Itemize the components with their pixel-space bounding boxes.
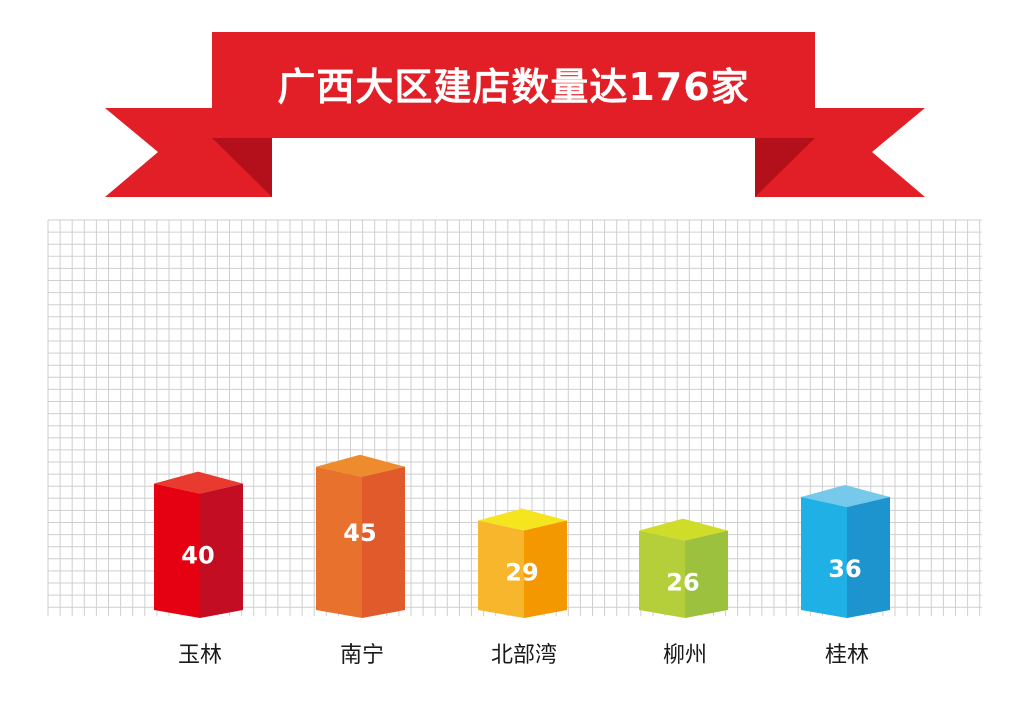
bar-front <box>639 530 685 618</box>
bar-front <box>478 520 524 618</box>
bar-top <box>801 485 890 508</box>
category-label: 桂林 <box>825 643 869 668</box>
title-ribbon <box>105 32 925 197</box>
bar-value-label: 36 <box>828 555 861 583</box>
bar-top <box>154 471 243 494</box>
bar: 45 <box>316 454 405 618</box>
bar-side <box>200 483 243 618</box>
bar-value-label: 40 <box>181 542 214 570</box>
bar-front <box>316 466 362 618</box>
bar-top <box>639 518 728 541</box>
bar-front <box>154 483 200 618</box>
ribbon-right-fold <box>755 138 815 197</box>
bar-side <box>685 530 728 618</box>
category-labels: 玉林 南宁 北部湾 柳州 桂林 <box>178 643 869 668</box>
category-label: 南宁 <box>340 643 384 668</box>
chart-title: 广西大区建店数量达176家 <box>277 64 750 109</box>
bar-value-label: 45 <box>343 519 376 547</box>
bar: 26 <box>639 518 728 618</box>
category-label: 玉林 <box>178 643 222 668</box>
bar-side <box>362 466 405 618</box>
bar-top <box>478 508 567 531</box>
ribbon-left-fold <box>212 138 272 197</box>
bar: 36 <box>801 485 890 618</box>
bar-side <box>524 520 567 618</box>
bar-value-label: 29 <box>505 559 538 587</box>
bar-front <box>801 497 847 618</box>
bar-value-label: 26 <box>666 569 699 597</box>
bar-side <box>847 497 890 618</box>
category-label: 柳州 <box>663 643 707 668</box>
ribbon-main <box>212 32 815 138</box>
category-label: 北部湾 <box>491 643 557 668</box>
bar: 40 <box>154 471 243 618</box>
bar: 29 <box>478 508 567 618</box>
bar-top <box>316 454 405 477</box>
bars-group: 40 45 29 26 36 <box>154 454 890 618</box>
